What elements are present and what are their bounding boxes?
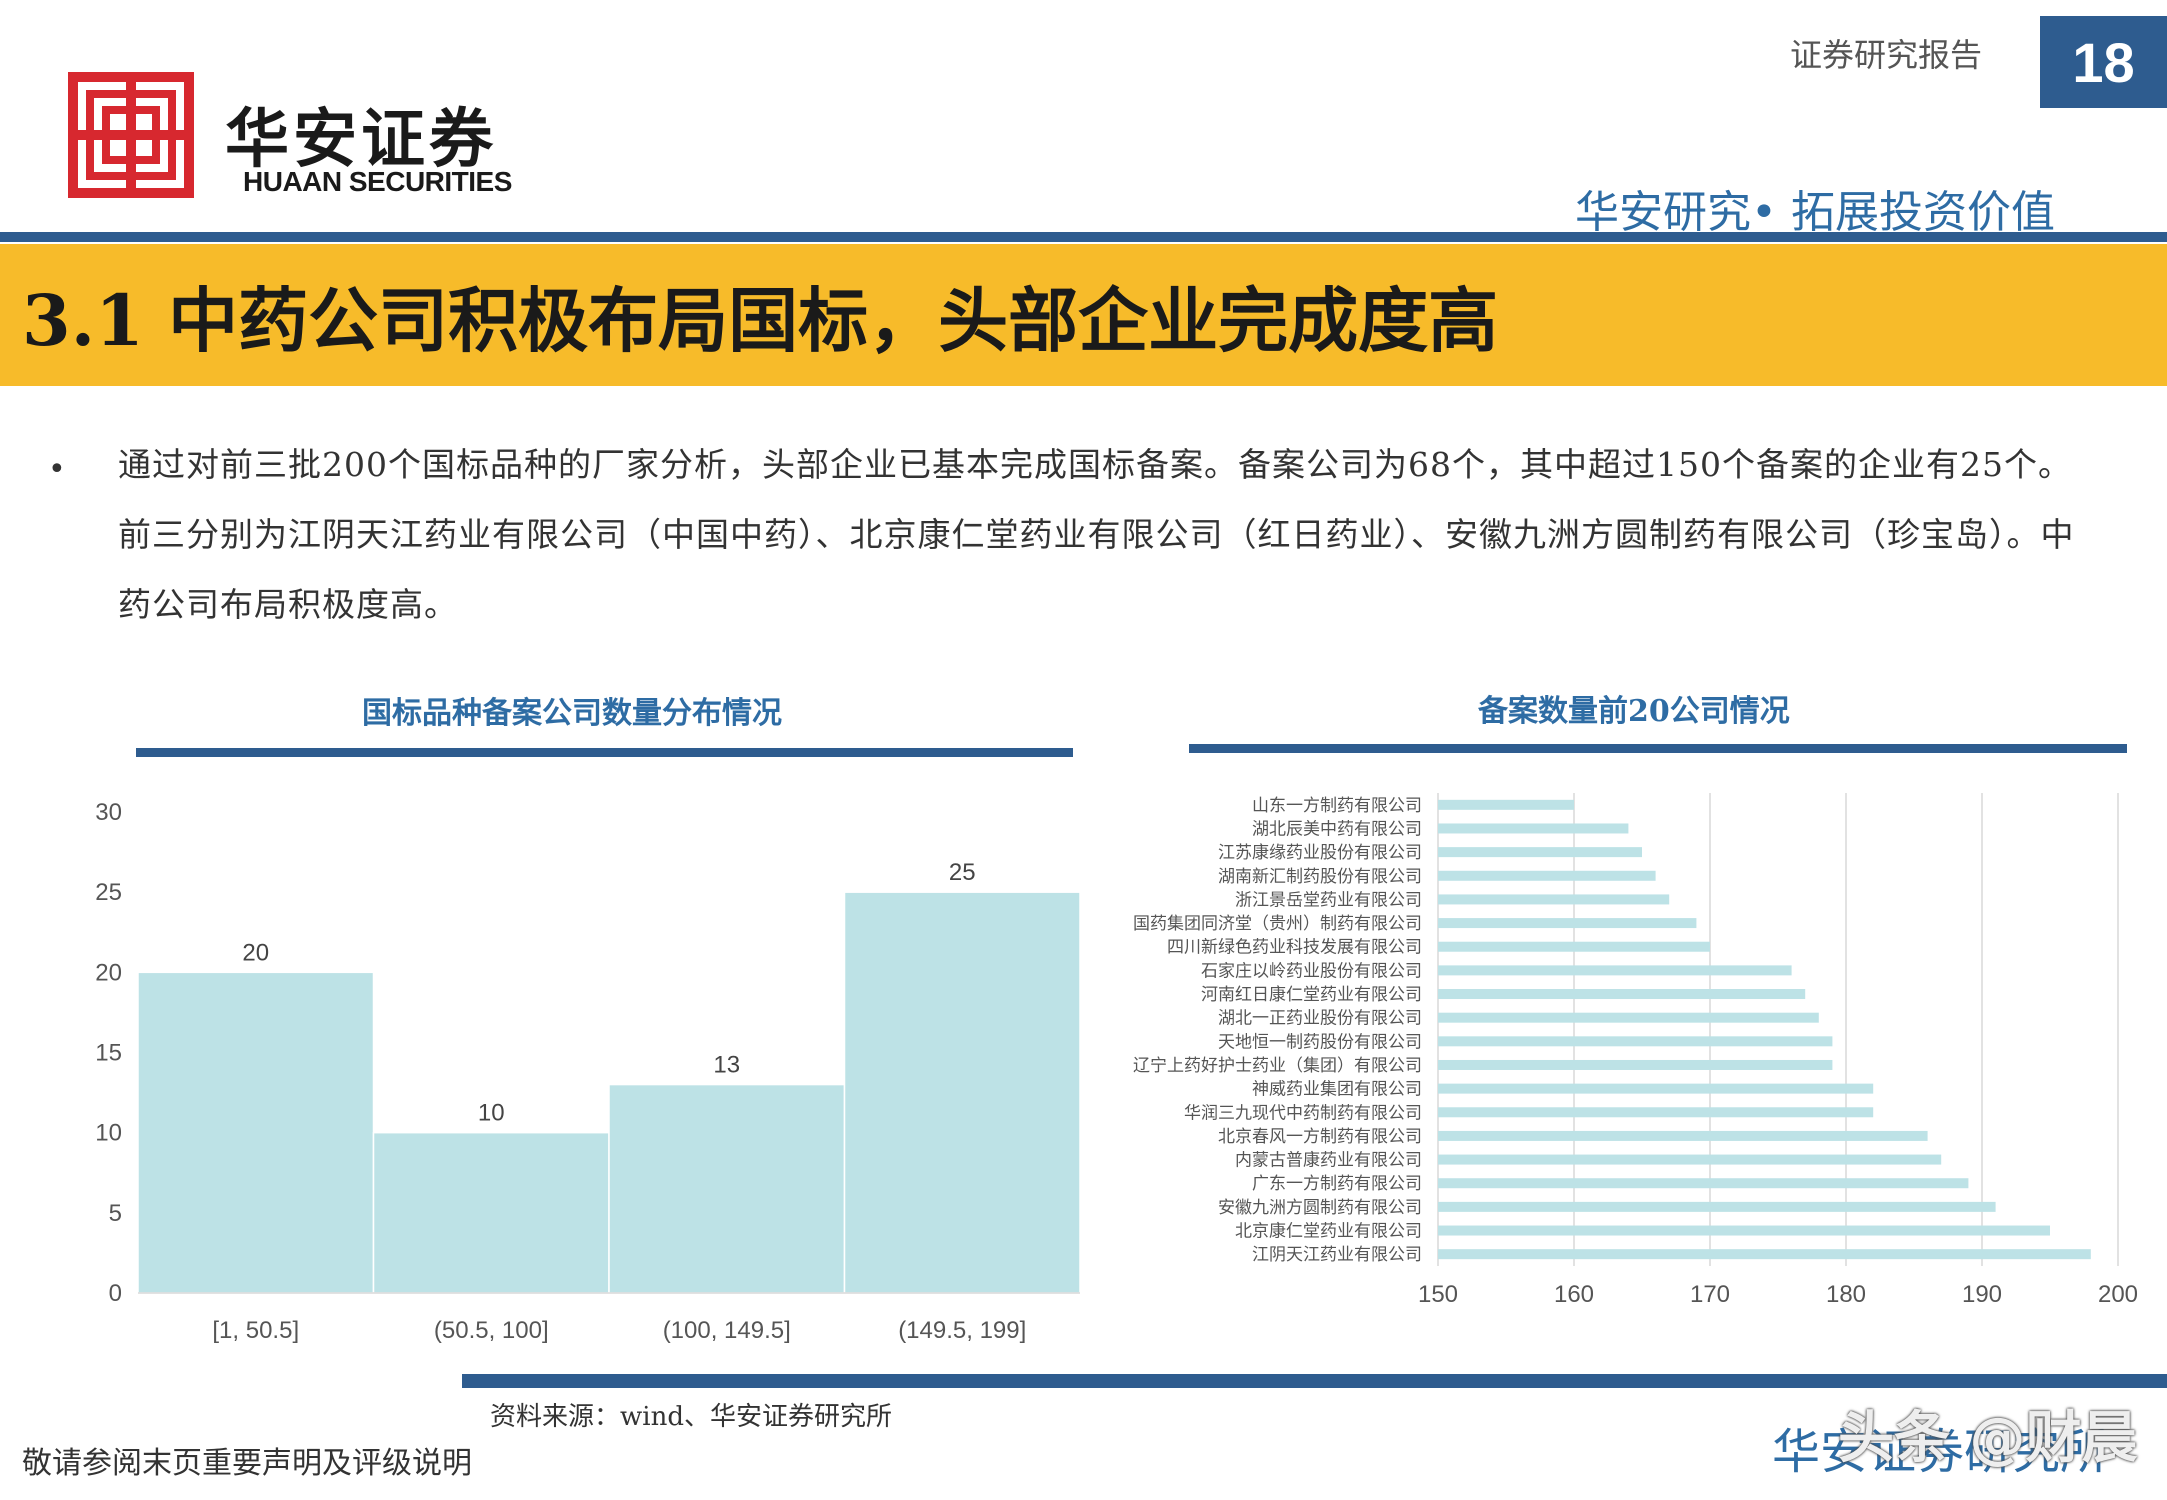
y-tick-label: 天地恒一制药股份有限公司 [1218,1032,1422,1052]
y-tick-label: 5 [109,1200,122,1227]
y-tick-label: 湖北一正药业股份有限公司 [1218,1009,1422,1029]
bar [843,891,1081,1294]
x-tick-label: 170 [1690,1281,1730,1308]
bar [1438,1083,1874,1094]
bar [1438,1154,1942,1165]
bar [1438,847,1642,858]
bullet-icon: • [48,452,66,487]
chart-right-rule [1189,744,2127,753]
chart-left-rule [136,748,1073,757]
bar [1438,941,1710,952]
brand-name-en: HUAAN SECURITIES [243,166,512,197]
x-tick-label: 200 [2098,1281,2138,1308]
bar [1438,799,1574,810]
chart-right: 150 160 170 180 190 200 山东一方制药有限公司湖北辰美中药有限公司江苏… [1133,793,2138,1308]
brand-name-cn: 华安证券 [225,102,497,177]
bar [137,971,375,1294]
bar [1438,1178,1969,1189]
x-tick-label: (149.5, 199] [898,1317,1026,1344]
data-label: 25 [949,859,976,886]
disclaimer-note: 敬请参阅末页重要声明及评级说明 [22,1446,472,1481]
y-tick-label: 广东一方制药有限公司 [1252,1174,1422,1194]
y-tick-label: 四川新绿色药业科技发展有限公司 [1167,938,1422,958]
bar [1438,1107,1874,1118]
y-tick-label: 江阴天江药业有限公司 [1252,1245,1422,1265]
bar [1438,894,1670,905]
footer-institute: 华安证券研究所 [1772,1424,2109,1480]
x-tick-label: 150 [1418,1281,1458,1308]
y-tick-label: 国药集团同济堂（贵州）制药有限公司 [1133,914,1422,934]
y-tick-label: 15 [95,1040,122,1067]
tagline: 华安研究• 拓展投资价值 [1575,187,2055,238]
bar [1438,1036,1833,1047]
chart-right-title: 备案数量前20公司情况 [1478,694,1790,729]
y-tick-label: 神威药业集团有限公司 [1252,1080,1422,1100]
y-tick-label: 山东一方制药有限公司 [1252,796,1422,816]
x-tick-label: (50.5, 100] [434,1317,549,1344]
y-tick-label: 湖北辰美中药有限公司 [1252,819,1422,839]
y-tick-label: 北京春风一方制药有限公司 [1218,1127,1422,1147]
data-label: 10 [478,1100,505,1127]
section-title: 3.1 中药公司积极布局国标，头部企业完成度高 [22,278,1499,362]
bar [1438,870,1656,881]
data-label: 13 [713,1052,740,1079]
y-tick-label: 25 [95,879,122,906]
y-tick-label: 30 [95,799,122,826]
bar [1438,1249,2091,1260]
report-type: 证券研究报告 [1790,36,1983,74]
y-tick-label: 石家庄以岭药业股份有限公司 [1201,961,1422,981]
data-label: 20 [242,939,269,966]
source-divider [462,1374,2167,1388]
bar [372,1131,610,1294]
page-number: 18 [2040,16,2167,108]
y-tick-label: 0 [109,1280,122,1307]
company-logo [68,72,194,198]
x-tick-label: 180 [1826,1281,1866,1308]
bar [1438,823,1629,834]
header-divider [0,232,2167,242]
bullet-text: 通过对前三批200个国标品种的厂家分析，头部企业已基本完成国标备案。备案公司为6… [118,445,2075,624]
y-tick-label: 江苏康缘药业股份有限公司 [1218,843,1422,863]
bar [1438,1201,1996,1212]
x-tick-label: 190 [1962,1281,2002,1308]
y-tick-label: 华润三九现代中药制药有限公司 [1184,1103,1422,1123]
y-tick-label: 河南红日康仁堂药业有限公司 [1201,985,1422,1005]
y-tick-label: 10 [95,1120,122,1147]
bar [1438,965,1792,976]
x-tick-label: (100, 149.5] [663,1317,791,1344]
x-tick-label: 160 [1554,1281,1594,1308]
bar [608,1083,846,1294]
bar [1438,989,1806,1000]
y-tick-label: 20 [95,959,122,986]
bar [1438,1012,1819,1023]
section-title-bar: 3.1 中药公司积极布局国标，头部企业完成度高 [0,244,2167,386]
y-tick-label: 北京康仁堂药业有限公司 [1235,1222,1422,1242]
y-tick-label: 浙江景岳堂药业有限公司 [1235,890,1422,910]
chart-left: 0 5 10 15 20 25 30 20 [1, 50.5] 10 (50.5, 100] 13 (1… [95,799,1081,1344]
bar [1438,1130,1928,1141]
bar [1438,1059,1833,1070]
chart-left-title: 国标品种备案公司数量分布情况 [362,696,782,731]
x-tick-label: [1, 50.5] [212,1317,299,1344]
y-tick-label: 辽宁上药好护士药业（集团）有限公司 [1133,1056,1422,1076]
y-tick-label: 湖南新汇制药股份有限公司 [1218,867,1422,887]
source-note: 资料来源：wind、华安证券研究所 [490,1402,892,1432]
bar [1438,1225,2050,1236]
watermark: 头条 @财晨 [1838,1406,2138,1471]
y-tick-label: 安徽九洲方圆制药有限公司 [1218,1198,1422,1218]
bar [1438,918,1697,929]
y-tick-label: 内蒙古普康药业有限公司 [1235,1151,1422,1171]
